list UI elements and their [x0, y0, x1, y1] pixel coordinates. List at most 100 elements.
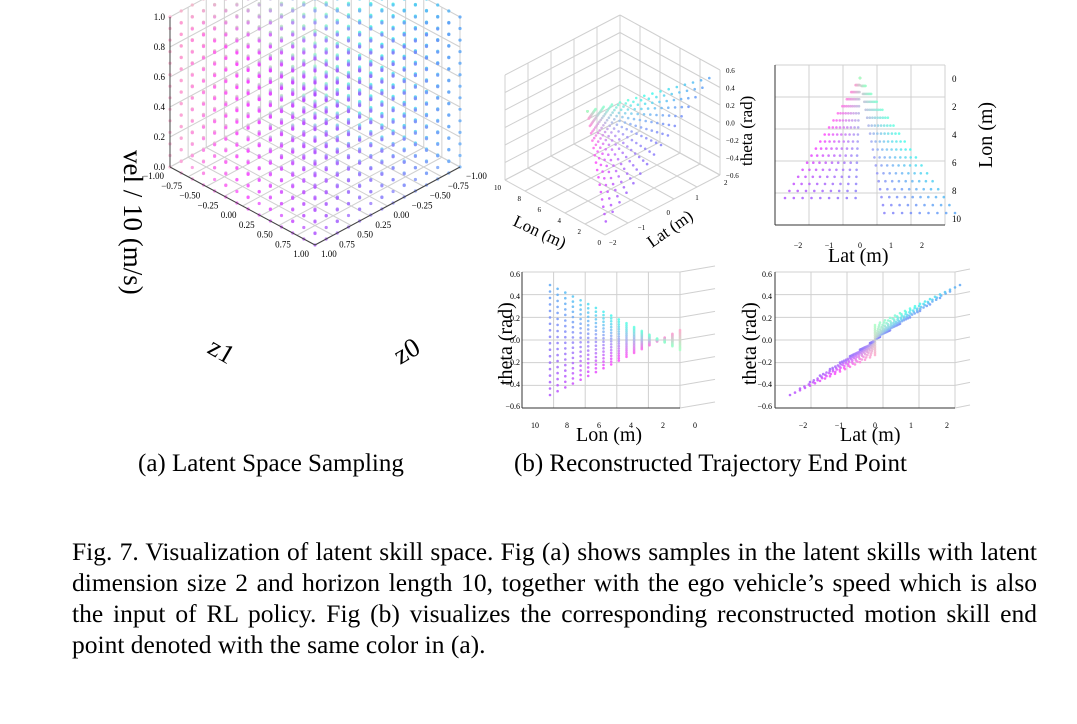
- end-point: [899, 156, 902, 159]
- sample-point: [213, 131, 217, 135]
- end-point: [594, 143, 598, 147]
- end-point: [699, 79, 703, 82]
- sample-point: [279, 144, 284, 148]
- sample-point: [224, 21, 228, 25]
- end-point: [883, 132, 886, 135]
- end-point: [693, 87, 696, 91]
- end-point: [617, 337, 621, 341]
- sample-point: [335, 21, 339, 25]
- end-point: [873, 350, 877, 353]
- sample-point: [213, 62, 217, 66]
- end-point: [604, 220, 608, 223]
- end-point: [890, 140, 894, 143]
- end-point: [602, 114, 605, 118]
- sample-point: [268, 196, 272, 200]
- tick-label: −1.00: [143, 171, 164, 181]
- end-point: [586, 361, 590, 365]
- sample-point: [324, 214, 328, 218]
- tick-label: −0.25: [198, 200, 219, 210]
- end-point: [612, 127, 616, 130]
- end-point: [665, 99, 668, 103]
- end-point: [844, 119, 848, 122]
- sample-point: [358, 21, 362, 25]
- sample-point: [313, 151, 317, 155]
- end-point: [617, 130, 620, 133]
- tick-label: 0.00: [221, 210, 237, 220]
- sample-point: [324, 27, 328, 31]
- sample-point: [324, 87, 328, 91]
- end-point: [907, 187, 911, 191]
- tick-label: 0.0: [726, 120, 735, 128]
- sample-point: [424, 148, 429, 152]
- end-point: [564, 369, 567, 372]
- end-point: [886, 132, 890, 135]
- end-point: [818, 175, 822, 179]
- end-point: [621, 133, 625, 136]
- end-point: [847, 182, 850, 186]
- sample-point: [224, 126, 228, 130]
- sample-point: [447, 32, 451, 37]
- end-point: [603, 121, 607, 125]
- sample-point: [424, 33, 429, 37]
- side-lon-grid: [521, 265, 716, 409]
- end-point: [834, 370, 837, 374]
- sample-point: [380, 184, 384, 188]
- end-point: [856, 133, 860, 136]
- sample-point: [213, 3, 217, 7]
- sample-point: [324, 191, 328, 195]
- sample-point: [179, 44, 183, 48]
- end-point: [594, 355, 598, 359]
- end-point: [579, 331, 582, 335]
- end-point: [879, 124, 883, 127]
- sample-point: [257, 121, 261, 125]
- end-point: [629, 177, 632, 180]
- sample-point: [447, 90, 451, 94]
- end-point: [655, 95, 658, 99]
- end-point: [624, 102, 628, 105]
- tick-label: −0.4: [757, 380, 772, 389]
- sample-point: [369, 15, 373, 19]
- end-point: [819, 147, 823, 150]
- sample-point: [291, 162, 295, 166]
- end-point: [564, 386, 567, 389]
- sample-point: [436, 131, 440, 135]
- end-point: [609, 325, 613, 329]
- grid-line: [954, 336, 971, 341]
- end-point: [635, 141, 638, 145]
- end-point: [654, 141, 658, 144]
- end-point: [903, 309, 907, 313]
- side-lon-view-plot: 10 8 6 4 2 00.60.40.20.0−0.2−0.4−0.6 Lon (m) …: [495, 265, 716, 446]
- end-point: [592, 136, 596, 140]
- end-point: [609, 351, 613, 355]
- sample-point: [268, 9, 272, 13]
- tick-label: 0.4: [154, 102, 166, 112]
- sample-point: [235, 97, 239, 101]
- end-point: [845, 196, 849, 200]
- tick-label: 0.0: [762, 336, 772, 345]
- tick-label: −1: [638, 224, 646, 232]
- end-point: [655, 337, 659, 340]
- end-point: [556, 323, 559, 327]
- end-point: [667, 87, 670, 91]
- end-point: [914, 164, 918, 167]
- end-point: [604, 138, 608, 142]
- end-point: [855, 355, 858, 359]
- end-point: [878, 187, 882, 191]
- end-point: [874, 108, 878, 112]
- sample-point: [179, 102, 183, 106]
- sample-point: [447, 79, 451, 83]
- end-point: [609, 322, 613, 326]
- sample-point: [224, 9, 228, 13]
- end-point: [556, 329, 559, 333]
- sample-point: [313, 208, 317, 212]
- end-point: [655, 113, 658, 117]
- end-point: [594, 306, 598, 310]
- end-point: [880, 195, 883, 199]
- end-point: [831, 126, 835, 129]
- sample-point: [380, 92, 384, 96]
- end-point: [849, 112, 853, 115]
- sample-point: [358, 80, 362, 85]
- end-point: [594, 318, 598, 321]
- end-point: [810, 154, 813, 157]
- tick-label: 0.4: [762, 292, 772, 301]
